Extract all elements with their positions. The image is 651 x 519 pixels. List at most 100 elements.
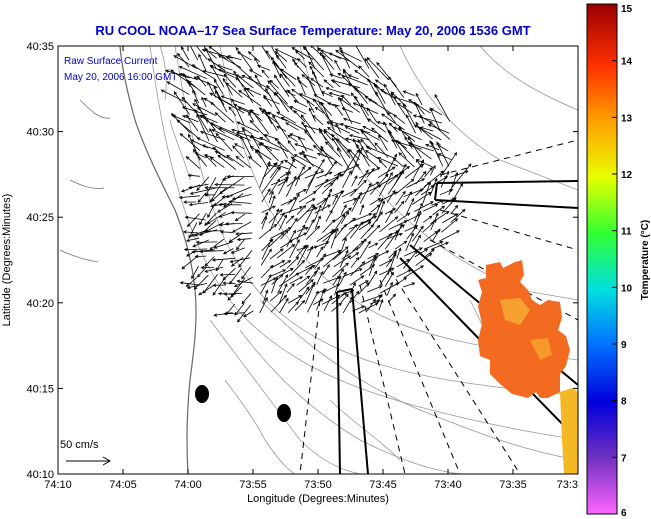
current-vector-head [391, 166, 396, 170]
current-vector-head [212, 146, 217, 151]
current-vector [232, 194, 252, 200]
current-vector-head [367, 98, 372, 102]
current-vector [334, 224, 347, 239]
current-vector [285, 215, 294, 224]
current-vector [367, 181, 380, 189]
current-vector [297, 58, 307, 68]
current-vector-head [267, 80, 271, 84]
current-vector-head [199, 249, 204, 254]
current-vector [316, 246, 324, 258]
y-axis-label: Latitude (Degrees:Minutes) [1, 194, 13, 327]
current-vector [341, 237, 347, 251]
current-vector-head [373, 256, 377, 261]
current-vector [442, 213, 459, 224]
current-vector [322, 219, 335, 233]
current-vector-head [341, 75, 346, 79]
current-vector [289, 260, 305, 277]
current-vector-head [329, 73, 334, 77]
current-vector [215, 112, 226, 123]
current-vector [357, 169, 369, 186]
current-vector [378, 172, 393, 197]
current-vector [430, 211, 450, 224]
current-vector-head [179, 133, 184, 137]
y-tick-label: 40:10 [26, 469, 54, 481]
current-vector [261, 238, 273, 260]
current-vector [229, 232, 244, 243]
current-vector-head [374, 242, 379, 246]
current-vector-head [181, 96, 186, 101]
current-vector [280, 199, 293, 206]
current-vector-head [368, 182, 372, 187]
current-vector [280, 68, 297, 80]
current-vector-head [180, 189, 185, 193]
current-vector [414, 248, 428, 258]
current-vector-head [276, 178, 281, 183]
current-vector-head [284, 230, 289, 234]
current-vector [389, 131, 407, 159]
current-vector [296, 205, 306, 215]
current-vector [340, 294, 349, 303]
current-vector-head [280, 232, 285, 236]
current-vector-head [274, 276, 278, 280]
current-vector [194, 109, 209, 133]
current-vector [193, 149, 207, 167]
current-vector [194, 76, 218, 88]
current-vector [202, 274, 218, 294]
current-vector [235, 47, 253, 71]
current-vector [408, 137, 422, 159]
current-vector-head [449, 188, 454, 193]
current-vector [294, 143, 314, 151]
current-vector-head [440, 199, 445, 204]
current-vector [349, 275, 364, 286]
current-vector [403, 250, 418, 269]
current-vector [267, 80, 288, 105]
current-vector [293, 100, 308, 108]
current-vector [262, 162, 278, 179]
current-vector-head [236, 121, 241, 125]
current-vector-head [429, 167, 433, 171]
current-vector-head [186, 253, 190, 257]
current-vector-head [180, 46, 185, 50]
current-vector-head [192, 148, 197, 153]
current-vector [305, 225, 320, 240]
current-vector [287, 295, 302, 304]
current-vector [314, 204, 331, 214]
current-vector [396, 212, 410, 223]
current-vector-head [233, 70, 237, 75]
current-vector-head [216, 64, 221, 68]
current-vector-head [338, 251, 342, 255]
current-vector [368, 255, 376, 270]
current-vector [297, 76, 306, 96]
current-vector-head [194, 254, 199, 259]
current-vector [268, 178, 280, 196]
current-vector-head [204, 222, 208, 227]
current-vector [308, 61, 325, 78]
current-vector [205, 154, 217, 167]
current-vector [192, 249, 215, 253]
current-vector [332, 268, 344, 286]
current-vector [305, 257, 324, 269]
current-vector-head [367, 118, 372, 122]
current-vector [310, 78, 324, 88]
current-vector-head [209, 156, 214, 161]
current-vector-head [326, 121, 330, 125]
current-vector-head [201, 144, 206, 148]
current-vector [331, 190, 344, 212]
current-vector-head [249, 135, 253, 139]
current-vector [197, 137, 225, 151]
current-vector-head [213, 85, 217, 90]
current-vector [379, 259, 393, 267]
current-vector [237, 304, 252, 323]
current-vector-head [182, 115, 186, 119]
current-vector [367, 285, 382, 293]
current-vector-head [319, 148, 324, 152]
current-vector-head [296, 175, 300, 180]
current-vector [387, 253, 396, 276]
current-vector [190, 139, 209, 149]
current-vector-head [254, 74, 258, 78]
current-vector-head [408, 99, 412, 103]
current-vector [450, 170, 469, 178]
current-vector [350, 261, 365, 277]
current-vector [341, 189, 357, 198]
current-vector [331, 302, 342, 312]
